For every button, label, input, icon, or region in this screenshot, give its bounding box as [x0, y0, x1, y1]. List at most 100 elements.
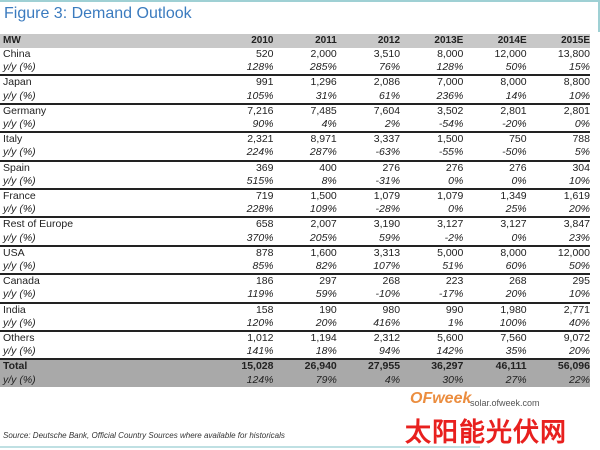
value-cell: 1,079 — [373, 190, 401, 203]
value-cell: 1,500 — [310, 190, 337, 203]
yoy-cell: 61% — [336, 89, 401, 105]
value-cell: 2,086 — [373, 76, 401, 89]
row-label: China — [3, 48, 31, 60]
value-cell: 1,296 — [310, 76, 337, 89]
table-row: Canada 186 297 268 223 268 295 — [0, 274, 590, 288]
row-label: USA — [3, 246, 25, 259]
yoy-cell: 4% — [273, 118, 337, 134]
row-label: Italy — [3, 133, 23, 146]
yoy-row: y/y (%) 224% 287% -63% -55% -50% 5% — [0, 146, 590, 162]
row-label: France — [3, 190, 36, 203]
yoy-cell: 224% — [210, 146, 274, 162]
value-cell: 7,604 — [373, 104, 401, 117]
yoy-cell: 141% — [210, 345, 274, 361]
value-cell: 2,312 — [373, 332, 401, 345]
header-cell: 2010 — [210, 34, 274, 48]
value-cell: 268 — [509, 275, 527, 288]
value-cell: 186 — [255, 275, 274, 288]
yoy-row: y/y (%) 90% 4% 2% -54% -20% 0% — [0, 118, 590, 134]
value-cell: 268 — [382, 275, 401, 288]
yoy-cell: 82% — [273, 260, 337, 276]
yoy-label: y/y (%) — [0, 174, 211, 191]
value-cell: 990 — [445, 303, 464, 316]
row-label: Germany — [3, 104, 47, 117]
yoy-cell: 142% — [400, 345, 464, 361]
yoy-row: y/y (%) 141% 18% 94% 142% 35% 20% — [0, 345, 590, 361]
watermark-site: solar.ofweek.com — [470, 398, 540, 408]
yoy-cell: 25% — [463, 203, 527, 219]
value-cell: 2,771 — [563, 303, 590, 316]
yoy-cell: 0% — [463, 174, 527, 191]
yoy-cell: 515% — [210, 174, 274, 191]
yoy-label: y/y (%) — [0, 61, 211, 77]
row-label: Rest of Europe — [3, 218, 74, 231]
yoy-cell: 4% — [336, 373, 401, 387]
value-cell: 8,000 — [437, 48, 464, 60]
yoy-cell: 107% — [336, 260, 401, 276]
value-cell: 3,190 — [373, 218, 401, 231]
yoy-cell: 287% — [273, 146, 337, 162]
yoy-cell: 0% — [526, 118, 590, 134]
yoy-row: y/y (%) 515% 8% -31% 0% 0% 10% — [0, 174, 590, 191]
yoy-cell: 20% — [273, 316, 337, 333]
yoy-cell: 128% — [210, 61, 274, 77]
value-cell: 2,801 — [563, 104, 590, 117]
value-cell: 3,127 — [500, 218, 527, 231]
yoy-cell: -55% — [400, 146, 464, 162]
table-row: Germany 7,216 7,485 7,604 3,502 2,801 2,801 — [0, 104, 590, 118]
yoy-cell: 27% — [463, 373, 527, 387]
value-cell: 750 — [509, 133, 527, 146]
row-label: India — [3, 303, 26, 316]
yoy-label: y/y (%) — [0, 146, 211, 162]
yoy-cell: 120% — [210, 316, 274, 333]
value-cell: 3,337 — [373, 133, 401, 146]
header-cell: 2011 — [273, 34, 337, 48]
row-label: Japan — [3, 76, 32, 89]
yoy-cell: -63% — [336, 146, 401, 162]
yoy-cell: 10% — [526, 89, 590, 105]
value-cell: 369 — [255, 161, 274, 174]
value-cell: 8,000 — [500, 76, 527, 89]
yoy-cell: 30% — [400, 373, 464, 387]
yoy-cell: -10% — [336, 288, 401, 304]
yoy-cell: 5% — [526, 146, 590, 162]
yoy-label: y/y (%) — [0, 345, 211, 361]
yoy-cell: 8% — [273, 174, 337, 191]
yoy-row: y/y (%) 370% 205% 59% -2% 0% 23% — [0, 231, 590, 247]
value-cell: 56,096 — [526, 359, 590, 374]
yoy-cell: 20% — [526, 203, 590, 219]
yoy-cell: -28% — [336, 203, 401, 219]
watermark-brand: OFweek — [410, 390, 472, 407]
table-row: China 520 2,000 3,510 8,000 12,000 13,800 — [0, 48, 590, 61]
row-label: Others — [3, 332, 35, 345]
header-cell: 2015E — [526, 34, 590, 48]
value-cell: 2,000 — [310, 48, 337, 60]
value-cell: 719 — [255, 190, 274, 203]
value-cell: 1,980 — [500, 303, 527, 316]
value-cell: 1,619 — [563, 190, 590, 203]
yoy-cell: 128% — [400, 61, 464, 77]
table-row: Spain 369 400 276 276 276 304 — [0, 161, 590, 175]
yoy-label: y/y (%) — [0, 288, 211, 304]
yoy-cell: 59% — [336, 231, 401, 247]
yoy-cell: 20% — [526, 345, 590, 361]
value-cell: 27,955 — [336, 359, 401, 374]
value-cell: 3,847 — [563, 218, 590, 231]
row-label: Canada — [3, 275, 40, 288]
table-row: Italy 2,321 8,971 3,337 1,500 750 788 — [0, 132, 590, 146]
watermark-cn: 太阳能光伏网 — [405, 417, 568, 447]
figure-title: Figure 3: Demand Outlook — [4, 5, 192, 22]
value-cell: 980 — [382, 303, 401, 316]
yoy-cell: 76% — [336, 61, 401, 77]
yoy-label: y/y (%) — [0, 203, 211, 219]
yoy-cell: -2% — [400, 231, 464, 247]
value-cell: 1,500 — [437, 133, 464, 146]
value-cell: 1,012 — [247, 332, 274, 345]
yoy-label: y/y (%) — [0, 231, 211, 247]
value-cell: 658 — [255, 218, 274, 231]
value-cell: 7,560 — [500, 332, 527, 345]
value-cell: 9,072 — [563, 332, 590, 345]
yoy-label: y/y (%) — [0, 316, 211, 333]
yoy-cell: 370% — [210, 231, 274, 247]
value-cell: 297 — [319, 275, 337, 288]
